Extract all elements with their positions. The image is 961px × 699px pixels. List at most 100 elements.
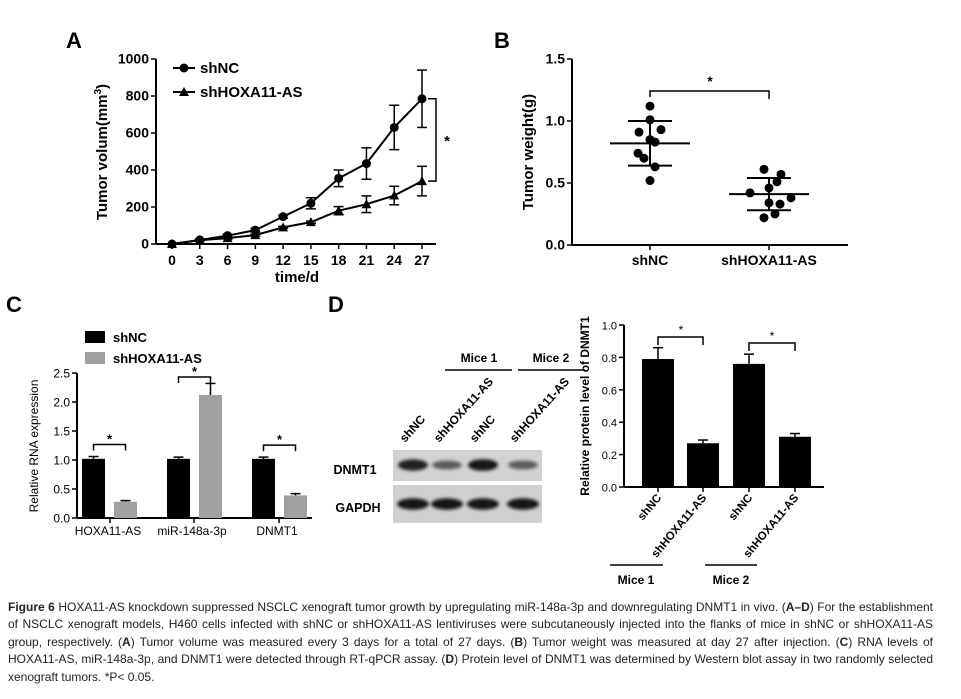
- data-point: [250, 230, 261, 240]
- group-label-mice-2: Mice 2: [713, 573, 750, 587]
- x-tick-label: shNC: [636, 492, 664, 523]
- legend-swatch-shnc: [85, 331, 105, 343]
- y-tick-label: 2.5: [53, 367, 70, 381]
- y-axis-label: Tumor volum(mm3): [93, 84, 111, 220]
- data-point: [305, 217, 316, 227]
- significance-bracket: [177, 376, 212, 383]
- caption-text: ) Tumor volume was measured every 3 days…: [130, 634, 515, 649]
- caption-ref: D: [445, 652, 455, 667]
- y-tick-label: 400: [126, 162, 150, 178]
- panel-label-d: D: [328, 292, 344, 317]
- panel-label-c: C: [6, 292, 22, 317]
- blot-group-label-mice-1: Mice 1: [461, 351, 498, 365]
- data-point: [650, 137, 660, 147]
- data-point: [222, 233, 233, 243]
- y-tick-label: 2.0: [53, 396, 70, 410]
- x-tick-label: 15: [303, 252, 319, 268]
- bar-shnc: [82, 458, 105, 518]
- legend-label-shhoxa11-as: shHOXA11-AS: [113, 351, 202, 366]
- significance-star: *: [192, 364, 198, 379]
- bar-shnc: [252, 458, 275, 518]
- series-line-shhoxa11-as: [171, 180, 423, 245]
- data-point: [634, 127, 644, 137]
- western-blot: DNMT1 GAPDH Mice 1 Mice 2 shNC shHOXA11-A…: [333, 351, 585, 523]
- y-tick-label: 0.2: [602, 450, 617, 462]
- caption-text: ) Protein level of DNMT1 was determined …: [8, 652, 933, 684]
- caption-text: ) Tumor weight was measured at day 27 af…: [523, 634, 840, 649]
- legend-label-shnc: shNC: [113, 330, 148, 345]
- band-dnmt1: [508, 460, 538, 470]
- y-tick-label: 0.6: [602, 385, 617, 397]
- y-axis-label: Tumor weight(g): [520, 94, 537, 210]
- x-tick-label: 9: [251, 252, 259, 268]
- data-point: [278, 222, 289, 232]
- tumor-volume-chart: Tumor volum(mm3) time/d shNC shHOXA11-AS…: [93, 51, 450, 287]
- y-tick-label: 0: [141, 236, 149, 252]
- rna-expression-chart: Relative RNA expression shNC shHOXA11-AS…: [27, 330, 312, 538]
- x-tick-label: 0: [168, 252, 176, 268]
- y-tick-label: 200: [126, 199, 150, 215]
- y-tick-label: 1.5: [546, 51, 566, 67]
- data-point: [776, 169, 786, 179]
- legend-label-shhoxa11-as: shHOXA11-AS: [200, 84, 303, 101]
- data-point: [306, 198, 316, 208]
- data-point: [417, 94, 427, 104]
- bar: [687, 443, 719, 487]
- caption-ref: B: [514, 634, 524, 649]
- data-point: [786, 193, 796, 203]
- band-dnmt1: [432, 460, 462, 470]
- caption-ref: A–D: [785, 600, 810, 614]
- bar: [779, 436, 811, 487]
- data-point: [361, 159, 371, 169]
- x-tick-label: 24: [386, 252, 402, 268]
- y-tick-label: 0.8: [602, 353, 617, 365]
- caption-text: HOXA11-AS knockdown suppressed NSCLC xen…: [54, 600, 786, 614]
- bar-shhoxa11-as: [114, 501, 137, 518]
- data-point: [759, 213, 769, 223]
- legend-marker-triangle: [179, 87, 189, 96]
- data-point: [167, 239, 177, 248]
- significance-bracket: [428, 98, 437, 182]
- caption-figure-number: Figure 6: [8, 600, 55, 614]
- data-point: [759, 164, 769, 174]
- band-gapdh: [467, 498, 499, 510]
- bar-shhoxa11-as: [284, 495, 307, 518]
- x-tick-label: 12: [275, 252, 291, 268]
- data-point: [633, 148, 643, 158]
- y-tick-label: 0.0: [546, 237, 566, 253]
- band-gapdh: [507, 498, 539, 510]
- significance-star: *: [444, 133, 450, 150]
- y-axis-label: Relative protein level of DNMT1: [578, 316, 592, 496]
- significance-bracket: [657, 336, 704, 345]
- bar: [642, 359, 674, 487]
- x-tick-label: HOXA11-AS: [75, 524, 141, 538]
- x-tick-label: DNMT1: [256, 524, 298, 538]
- data-point: [645, 101, 655, 111]
- blot-group-label-mice-2: Mice 2: [533, 351, 570, 365]
- y-tick-label: 800: [126, 88, 150, 104]
- data-point: [334, 173, 344, 183]
- bar: [733, 363, 765, 487]
- significance-bracket: [649, 90, 770, 99]
- caption-ref: A: [122, 634, 131, 649]
- panel-label-b: B: [494, 28, 510, 53]
- band-dnmt1: [398, 459, 428, 471]
- y-axis-label: Relative RNA expression: [27, 380, 41, 513]
- data-point: [333, 205, 344, 215]
- x-tick-label: 18: [331, 252, 347, 268]
- figure-caption: Figure 6 HOXA11-AS knockdown suppressed …: [8, 599, 933, 686]
- x-tick-label: shHOXA11-AS: [721, 252, 817, 268]
- data-point: [645, 115, 655, 125]
- data-point: [417, 176, 427, 186]
- data-point: [361, 199, 372, 209]
- panel-label-a: A: [66, 28, 82, 53]
- y-tick-label: 0.4: [602, 418, 617, 430]
- band-gapdh: [431, 498, 463, 510]
- series-line-shnc: [171, 98, 423, 245]
- data-point: [194, 235, 205, 245]
- y-tick-label: 1.0: [602, 321, 617, 333]
- y-tick-label: 1.0: [53, 454, 70, 468]
- y-tick-label: 1.0: [546, 113, 566, 129]
- lane-label: shNC: [467, 412, 499, 445]
